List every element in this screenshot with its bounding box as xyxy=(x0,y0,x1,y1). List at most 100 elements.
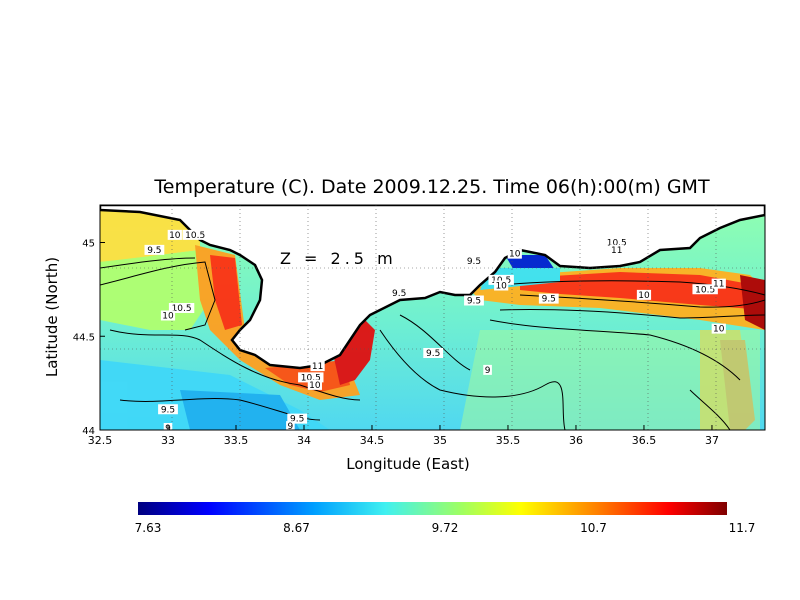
contour-label-text: 9 xyxy=(288,422,294,432)
contour-label-text: 10 xyxy=(495,282,507,292)
contour-label-background xyxy=(182,229,208,240)
x-tick-label: 34 xyxy=(297,434,311,447)
contour-label-text: 10.5 xyxy=(695,285,715,295)
contour-label-background xyxy=(287,413,308,424)
contour-label-text: 10 xyxy=(162,312,174,322)
map-plot-area: 1010.59.510.5109.599.591110.5109.59.599.… xyxy=(100,205,765,432)
y-tick-label: 44 xyxy=(82,426,95,437)
contour-label: 10.5 xyxy=(298,372,324,383)
contour-label-background xyxy=(692,284,718,295)
contour-label: 10.5 xyxy=(168,303,195,314)
colorbar-ticks: 7.63 8.67 9.72 10.7 11.7 xyxy=(135,521,756,535)
x-tick-label: 36 xyxy=(569,434,583,447)
contour-label-text: 11 xyxy=(611,246,622,256)
contour-label-background xyxy=(464,295,484,306)
contour-label-background xyxy=(711,278,726,289)
contour-label-background xyxy=(310,361,325,372)
contour-label: 10 xyxy=(494,280,509,292)
x-tick-label: 35 xyxy=(433,434,447,447)
x-tick-label: 33.5 xyxy=(224,434,249,447)
contour-label-background xyxy=(609,244,624,255)
contour-lines xyxy=(100,257,765,430)
contour-label-background xyxy=(604,237,630,248)
x-tick-label: 33 xyxy=(161,434,175,447)
land-mass xyxy=(100,205,765,370)
contour-label-background xyxy=(144,244,165,255)
contour-label: 9.5 xyxy=(158,404,178,415)
contour-label-text: 10 xyxy=(509,250,521,260)
colorbar-tick-label: 10.7 xyxy=(580,521,607,535)
contour-label-text: 9 xyxy=(485,366,491,376)
contour-label: 9.5 xyxy=(423,348,444,359)
x-tick-label: 34.5 xyxy=(360,434,385,447)
contour-label-background xyxy=(488,274,514,285)
chart-title: Temperature (C). Date 2009.12.25. Time 0… xyxy=(153,176,710,198)
y-tick-label: 44.5 xyxy=(73,332,95,343)
contour-label: 9.5 xyxy=(464,295,484,307)
x-tick-label: 37 xyxy=(705,434,719,447)
temperature-field xyxy=(100,205,765,430)
contour-label-background xyxy=(167,229,182,240)
contour-label-background xyxy=(423,348,444,358)
plot-frame xyxy=(99,204,766,431)
contour-label: 11 xyxy=(310,361,325,372)
contour-label-text: 9.5 xyxy=(290,415,304,425)
x-axis-ticks: 32.5 33 33.5 34 34.5 35 35.5 36 36.5 37 xyxy=(88,425,719,447)
contour-label: 11 xyxy=(711,278,726,290)
x-axis-label: Longitude (East) xyxy=(346,455,469,473)
contour-label: 10 xyxy=(307,379,322,391)
colorbar-tick-label: 8.67 xyxy=(283,521,310,535)
contour-label-text: 11 xyxy=(713,280,724,290)
contour-label-background xyxy=(464,256,484,267)
contour-label-background xyxy=(168,303,195,313)
y-tick-label: 45 xyxy=(82,239,95,250)
contour-label-background xyxy=(483,364,492,375)
colorbar-tick-label: 11.7 xyxy=(729,521,756,535)
contour-label: 10 xyxy=(160,310,176,322)
contour-label-background xyxy=(636,289,652,300)
contour-label: 9.5 xyxy=(464,256,484,267)
contour-label: 10 xyxy=(711,323,726,335)
contour-label: 10.5 xyxy=(604,237,630,248)
contour-label: 9.5 xyxy=(538,293,559,305)
contour-label-background xyxy=(538,293,559,304)
x-tick-label: 36.5 xyxy=(632,434,657,447)
colorbar-tick-label: 7.63 xyxy=(135,521,162,535)
y-axis-label: Latitude (North) xyxy=(43,257,61,377)
contour-label-background xyxy=(160,310,176,321)
contour-label-text: 10.5 xyxy=(172,304,192,314)
x-tick-label: 32.5 xyxy=(88,434,113,447)
contour-label-background xyxy=(711,323,726,334)
colorbar-tick-label: 9.72 xyxy=(432,521,459,535)
contour-label-background xyxy=(494,280,509,291)
contour-label-background xyxy=(158,404,178,415)
contour-label-text: 9.5 xyxy=(147,246,161,256)
contour-label: 9 xyxy=(483,364,492,376)
colorbar xyxy=(138,502,727,515)
contour-label-text: 11 xyxy=(312,362,323,372)
contour-label-text: 9.5 xyxy=(392,289,406,299)
contour-label-text: 10 xyxy=(638,291,650,301)
contour-label-background xyxy=(286,421,295,430)
contour-label-background xyxy=(298,372,324,383)
contour-label-background xyxy=(507,248,522,259)
contour-label-text: 9.5 xyxy=(161,405,175,415)
contour-label-text: 9.5 xyxy=(467,257,481,267)
contour-label: 9.5 xyxy=(287,413,308,425)
contour-label-text: 9.5 xyxy=(542,295,556,305)
contour-label-text: 10 xyxy=(169,231,181,241)
contour-label: 11 xyxy=(609,244,624,256)
contour-label: 10.5 xyxy=(692,284,718,295)
contour-label: 9 xyxy=(286,421,295,432)
y-axis-ticks: 44 44.5 45 xyxy=(73,239,105,437)
x-tick-label: 35.5 xyxy=(496,434,521,447)
contour-label-text: 10.5 xyxy=(607,238,627,248)
contour-label: 10 xyxy=(507,248,522,260)
contour-label-text: 10 xyxy=(713,325,725,335)
contour-label: 10.5 xyxy=(182,229,208,241)
contour-label-text: 9.5 xyxy=(426,349,440,359)
depth-label: Z = 2.5 m xyxy=(280,249,397,268)
contour-label-text: 9.5 xyxy=(467,297,481,307)
contour-label: 9.5 xyxy=(144,244,165,256)
